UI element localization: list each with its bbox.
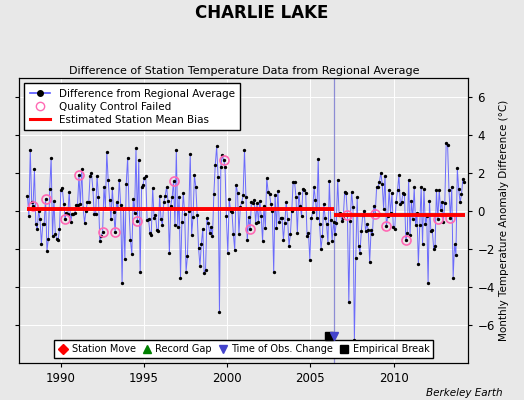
Legend: Station Move, Record Gap, Time of Obs. Change, Empirical Break: Station Move, Record Gap, Time of Obs. C… — [54, 340, 433, 358]
Text: CHARLIE LAKE: CHARLIE LAKE — [195, 4, 329, 22]
Text: Berkeley Earth: Berkeley Earth — [427, 388, 503, 398]
Y-axis label: Monthly Temperature Anomaly Difference (°C): Monthly Temperature Anomaly Difference (… — [499, 100, 509, 341]
Title: Difference of Station Temperature Data from Regional Average: Difference of Station Temperature Data f… — [69, 66, 419, 76]
